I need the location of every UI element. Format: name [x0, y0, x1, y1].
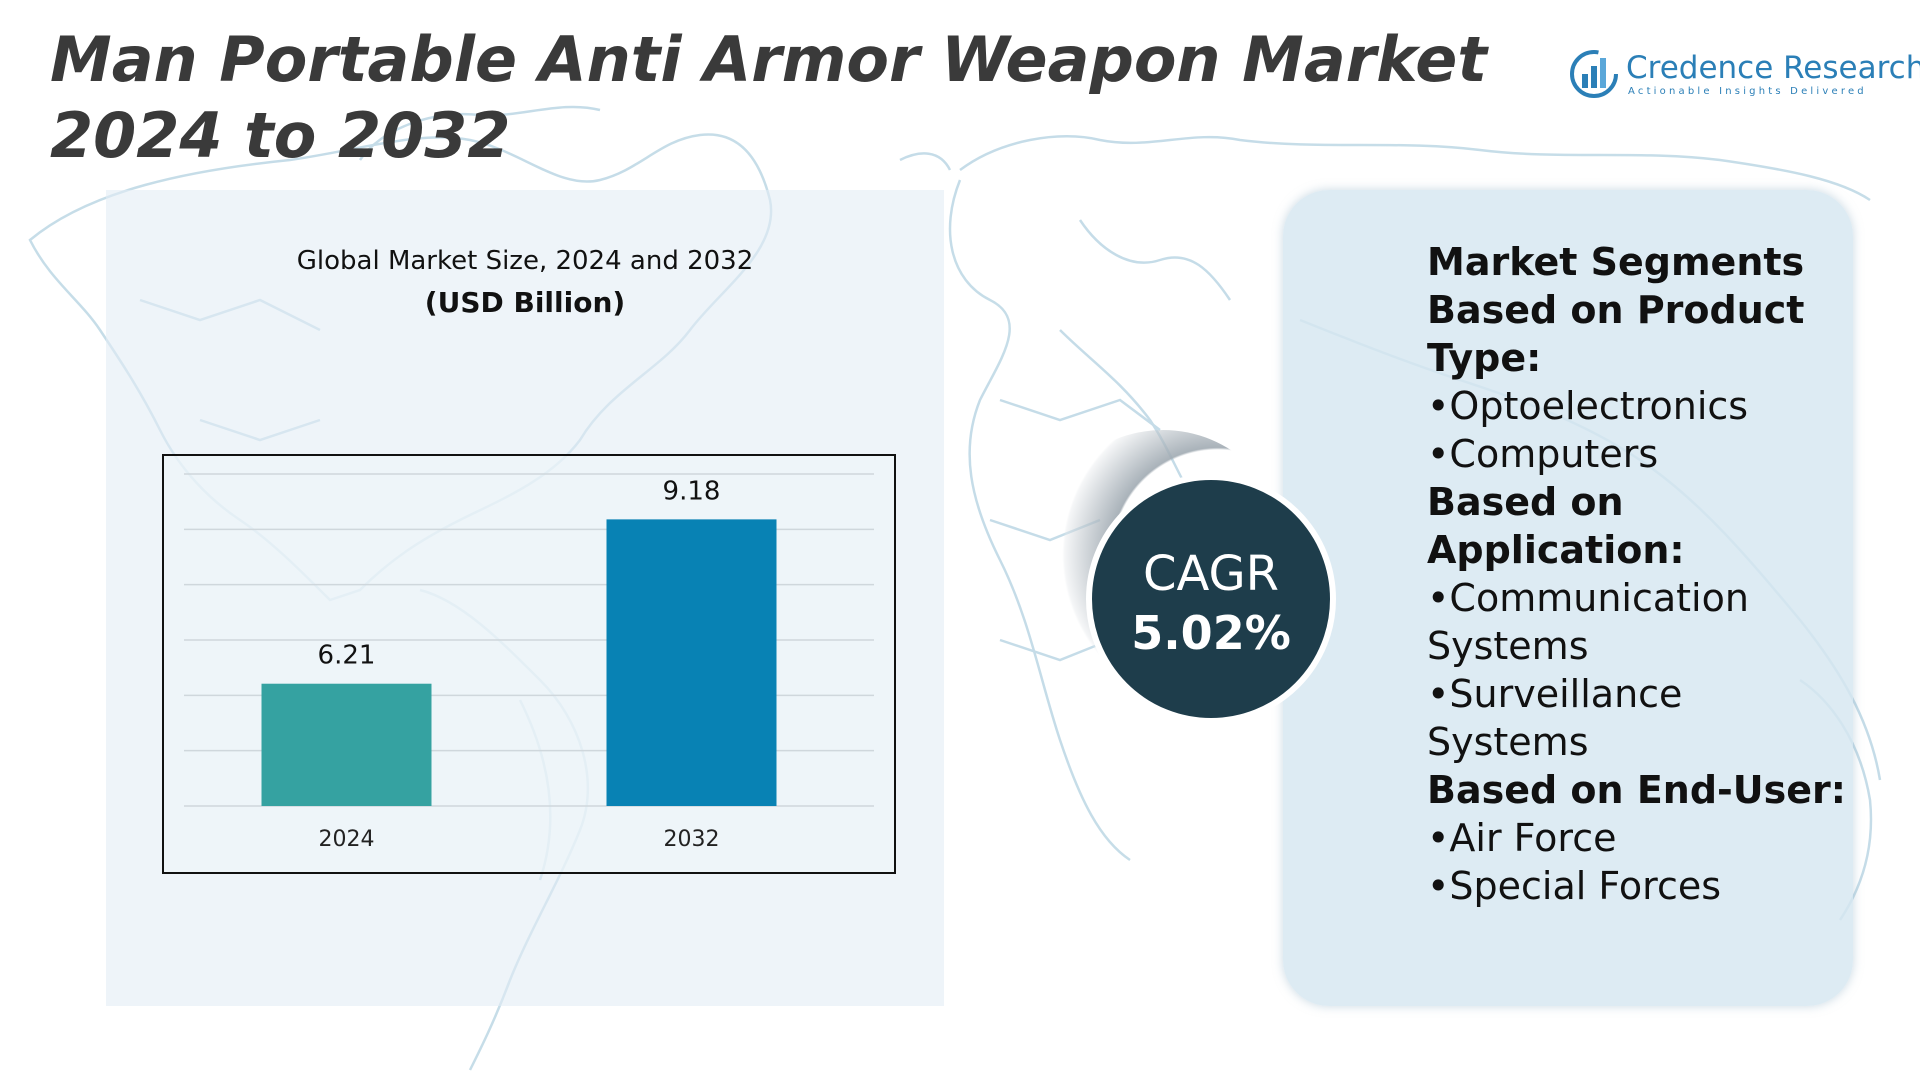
chart-subtitle: (USD Billion) — [424, 286, 626, 319]
data-label: 9.18 — [663, 476, 721, 506]
segment-item: •Air Force — [1427, 816, 1617, 860]
cagr-badge: CAGR 5.02% — [1086, 474, 1336, 724]
segment-item: •Special Forces — [1427, 864, 1722, 908]
bar-chart: 6.21 2024 9.18 2032 — [162, 454, 896, 874]
bar-chart-svg: 6.21 2024 9.18 2032 — [184, 473, 874, 852]
chart-title: Global Market Size, 2024 and 2032 — [296, 246, 754, 276]
segments-heading: Market Segments — [1427, 240, 1805, 284]
chart-panel: Global Market Size, 2024 and 2032 (USD B… — [106, 190, 944, 1006]
cagr-label: CAGR — [1142, 546, 1280, 602]
segment-item: •Communication Systems — [1427, 576, 1749, 668]
segment-group-heading: Based on Application: — [1427, 480, 1685, 572]
cagr-value: 5.02% — [1131, 606, 1291, 660]
category-tick-label: 2024 — [319, 827, 375, 852]
page-title: Man Portable Anti Armor Weapon Market 20… — [50, 23, 1487, 172]
market-segments-panel: Market Segments Based on Product Type: •O… — [1283, 190, 1853, 1006]
bar-chart-logo-icon — [1570, 50, 1618, 98]
credence-research-logo[interactable]: Credence Research Actionable Insights De… — [1568, 48, 1920, 108]
logo-name: Credence Research — [1626, 50, 1920, 86]
segment-item: •Surveillance Systems — [1427, 672, 1683, 764]
segments-list: Market Segments Based on Product Type: •O… — [1427, 238, 1847, 910]
segment-group-heading: Based on End-User: — [1427, 768, 1846, 812]
category-tick-label: 2032 — [664, 827, 720, 852]
logo-tagline: Actionable Insights Delivered — [1628, 86, 1867, 97]
data-label: 6.21 — [318, 641, 376, 671]
bar-2024 — [261, 683, 432, 806]
segment-group-heading: Based on Product Type: — [1427, 288, 1805, 380]
segment-item: •Optoelectronics — [1427, 384, 1749, 428]
segment-item: •Computers — [1427, 432, 1659, 476]
bar-2032 — [606, 519, 777, 806]
